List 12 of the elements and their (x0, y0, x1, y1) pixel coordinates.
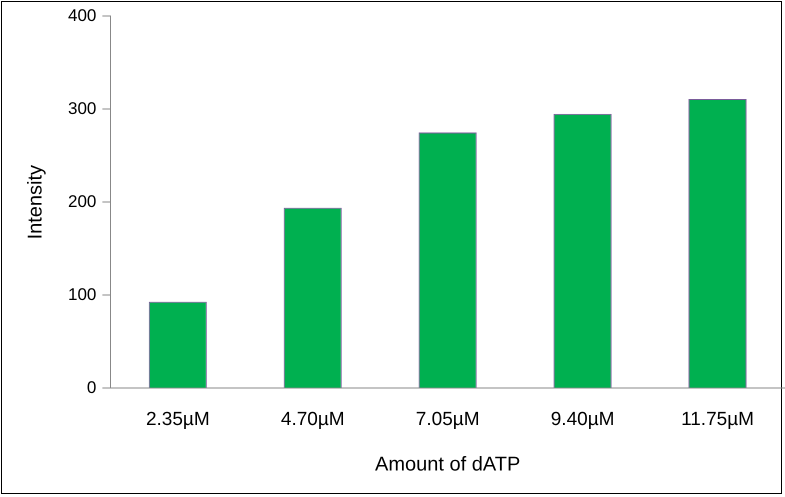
x-axis-title: Amount of dATP (375, 454, 520, 476)
y-tick-label: 100 (68, 284, 96, 304)
y-axis-title: Intensity (24, 164, 47, 240)
x-tick-label: 7.05µM (416, 408, 480, 430)
y-tick-label: 300 (68, 98, 96, 118)
x-tick-label: 11.75µM (681, 408, 754, 430)
y-tick-label: 400 (68, 6, 96, 25)
x-tick-label: 2.35µM (146, 408, 210, 430)
x-tick-label: 9.40µM (550, 408, 614, 430)
y-tick-label: 0 (86, 378, 96, 397)
y-tick-label: 200 (68, 192, 96, 211)
x-tick-label: 4.70µM (280, 408, 345, 430)
